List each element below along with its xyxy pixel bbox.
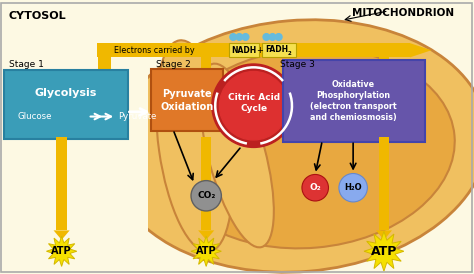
FancyBboxPatch shape (56, 138, 67, 230)
Text: CO₂: CO₂ (197, 191, 215, 200)
FancyBboxPatch shape (151, 69, 223, 131)
FancyBboxPatch shape (201, 57, 211, 70)
Circle shape (212, 64, 295, 147)
Circle shape (191, 181, 221, 211)
Polygon shape (376, 230, 392, 240)
Text: CYTOSOL: CYTOSOL (9, 11, 66, 21)
Text: ATP: ATP (196, 246, 217, 256)
FancyBboxPatch shape (97, 43, 410, 57)
Circle shape (219, 72, 288, 140)
FancyBboxPatch shape (283, 60, 425, 142)
Text: +: + (256, 46, 263, 55)
FancyBboxPatch shape (379, 138, 389, 230)
Text: O₂: O₂ (310, 183, 321, 192)
Ellipse shape (200, 64, 274, 247)
Circle shape (236, 34, 243, 40)
Ellipse shape (109, 20, 474, 272)
Text: Glycolysis: Glycolysis (35, 88, 97, 98)
Circle shape (302, 175, 328, 201)
Text: Pyruvate
Oxidation: Pyruvate Oxidation (160, 89, 214, 112)
Polygon shape (364, 231, 404, 271)
Text: Stage 1: Stage 1 (9, 60, 44, 69)
Polygon shape (54, 230, 70, 240)
FancyBboxPatch shape (201, 138, 211, 230)
Text: Citric Acid
Cycle: Citric Acid Cycle (228, 93, 280, 113)
Circle shape (269, 34, 276, 40)
Ellipse shape (162, 48, 455, 248)
Polygon shape (198, 230, 214, 240)
Text: ATP: ATP (51, 246, 72, 256)
Text: NADH: NADH (231, 46, 257, 55)
FancyBboxPatch shape (4, 70, 128, 139)
Ellipse shape (156, 40, 233, 252)
Text: Glucose: Glucose (18, 112, 52, 121)
FancyBboxPatch shape (379, 57, 389, 70)
Text: Pyruvate: Pyruvate (118, 112, 156, 121)
FancyBboxPatch shape (98, 43, 111, 59)
FancyBboxPatch shape (229, 43, 259, 57)
Text: Stage 3: Stage 3 (280, 60, 315, 69)
Text: ATP: ATP (371, 245, 397, 258)
Polygon shape (410, 43, 431, 57)
Circle shape (339, 173, 367, 202)
Text: Stage 2: Stage 2 (156, 60, 191, 69)
FancyBboxPatch shape (1, 3, 148, 272)
FancyBboxPatch shape (262, 43, 296, 57)
Circle shape (263, 34, 270, 40)
Text: H₂O: H₂O (344, 183, 362, 192)
Circle shape (275, 34, 282, 40)
Polygon shape (191, 236, 221, 266)
Polygon shape (46, 236, 77, 266)
Text: Oxidative
Phosphorylation
(electron transport
and chemiosmosis): Oxidative Phosphorylation (electron tran… (310, 80, 397, 122)
Circle shape (230, 34, 237, 40)
Text: Electrons carried by: Electrons carried by (114, 46, 197, 55)
Text: MITOCHONDRION: MITOCHONDRION (352, 8, 454, 18)
Text: FADH: FADH (265, 45, 288, 54)
Circle shape (242, 34, 249, 40)
Text: 2: 2 (288, 51, 292, 56)
FancyBboxPatch shape (98, 57, 111, 70)
